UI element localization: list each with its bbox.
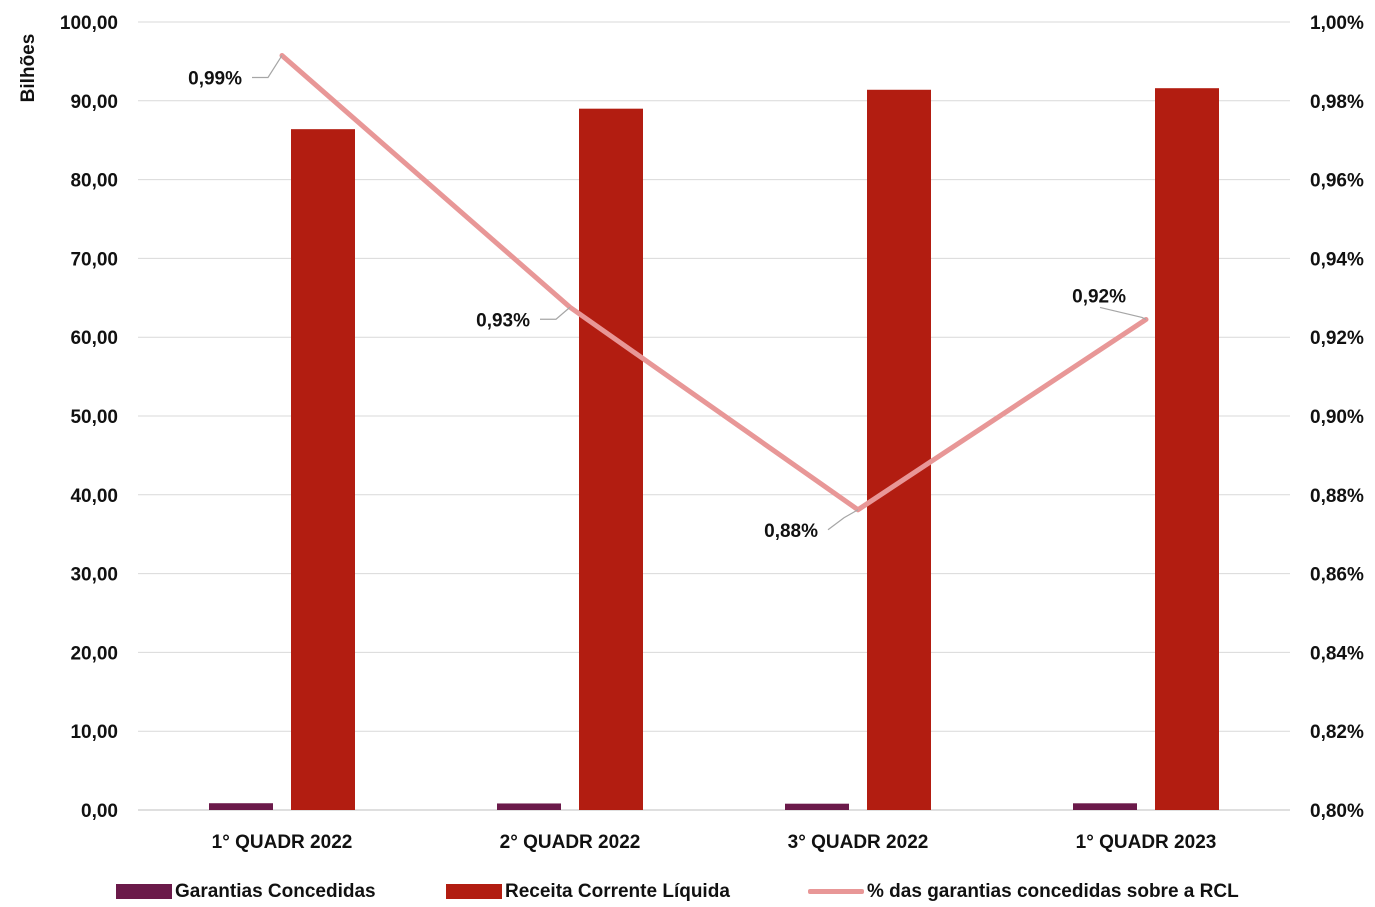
legend-line-percentual: [808, 889, 864, 894]
legend-swatch-garantias: [116, 884, 172, 899]
bar-garantias: [497, 803, 561, 810]
y2-tick-label: 0,94%: [1310, 249, 1364, 270]
bar-rcl: [1155, 88, 1219, 810]
y-tick-label: 100,00: [60, 13, 118, 34]
bar-rcl: [579, 108, 643, 811]
line-percentual: [279, 52, 1149, 513]
line-data-labels: 0,99% 0,93% 0,88% 0,92%: [188, 55, 1147, 542]
leader-line: [827, 509, 859, 531]
y2-tick-label: 1,00%: [1310, 13, 1364, 34]
leader-line: [1099, 306, 1147, 321]
y-tick-label: 70,00: [70, 249, 118, 270]
line-data-label: 0,99%: [188, 68, 242, 89]
y-tick-label: 90,00: [70, 92, 118, 113]
percentage-line: [279, 52, 1149, 513]
y-tick-label: 80,00: [70, 171, 118, 192]
y2-tick-label: 0,82%: [1310, 722, 1364, 743]
y2-tick-label: 0,84%: [1310, 643, 1364, 664]
line-data-label: 0,92%: [1072, 286, 1126, 307]
y-tick-label: 0,00: [81, 801, 118, 822]
y-tick-label: 50,00: [70, 407, 118, 428]
y2-tick-label: 0,80%: [1310, 801, 1364, 822]
y-axis-title: Bilhões: [18, 34, 39, 103]
bar-garantias: [209, 803, 273, 810]
bars: [209, 88, 1219, 811]
line-data-label: 0,88%: [764, 521, 818, 542]
y2-tick-label: 0,92%: [1310, 328, 1364, 349]
bar-garantias: [785, 803, 849, 810]
y2-tick-label: 0,98%: [1310, 92, 1364, 113]
y-tick-label: 40,00: [70, 486, 118, 507]
legend-label-garantias: Garantias Concedidas: [175, 880, 376, 902]
category-label: 3° QUADR 2022: [788, 832, 929, 853]
line-data-label: 0,93%: [476, 310, 530, 331]
legend-swatch-rcl: [446, 884, 502, 899]
category-label: 2° QUADR 2022: [500, 832, 641, 853]
y2-tick-label: 0,88%: [1310, 486, 1364, 507]
right-axis-ticks: 0,80% 0,82% 0,84% 0,86% 0,88% 0,90% 0,92% 0,94%…: [1310, 13, 1364, 822]
y2-tick-label: 0,86%: [1310, 565, 1364, 586]
y-tick-label: 60,00: [70, 328, 118, 349]
bar-rcl: [291, 129, 355, 811]
y-tick-label: 10,00: [70, 722, 118, 743]
leader-line: [540, 306, 571, 320]
leader-line: [252, 55, 283, 79]
y2-tick-label: 0,90%: [1310, 407, 1364, 428]
legend-item-garantias: Garantias Concedidas: [116, 876, 376, 907]
bar-garantias: [1073, 803, 1137, 810]
y-tick-label: 30,00: [70, 565, 118, 586]
chart-canvas: 0,00 10,00 20,00 30,00 40,00 50,00 60,00 70,00 8…: [18, 13, 1364, 853]
legend-label-percentual: % das garantias concedidas sobre a RCL: [867, 880, 1239, 902]
left-axis-ticks: 0,00 10,00 20,00 30,00 40,00 50,00 60,00 70,00 8…: [60, 13, 118, 822]
bar-rcl: [867, 89, 931, 810]
legend: Garantias Concedidas Receita Corrente Lí…: [0, 876, 1375, 907]
category-label: 1° QUADR 2022: [212, 832, 353, 853]
category-labels: 1° QUADR 2022 2° QUADR 2022 3° QUADR 2022 1…: [212, 832, 1217, 853]
category-label: 1° QUADR 2023: [1076, 832, 1217, 853]
y2-tick-label: 0,96%: [1310, 171, 1364, 192]
legend-item-percentual: % das garantias concedidas sobre a RCL: [808, 876, 1239, 907]
legend-label-rcl: Receita Corrente Líquida: [505, 880, 730, 902]
legend-item-rcl: Receita Corrente Líquida: [446, 876, 730, 907]
y-tick-label: 20,00: [70, 643, 118, 664]
